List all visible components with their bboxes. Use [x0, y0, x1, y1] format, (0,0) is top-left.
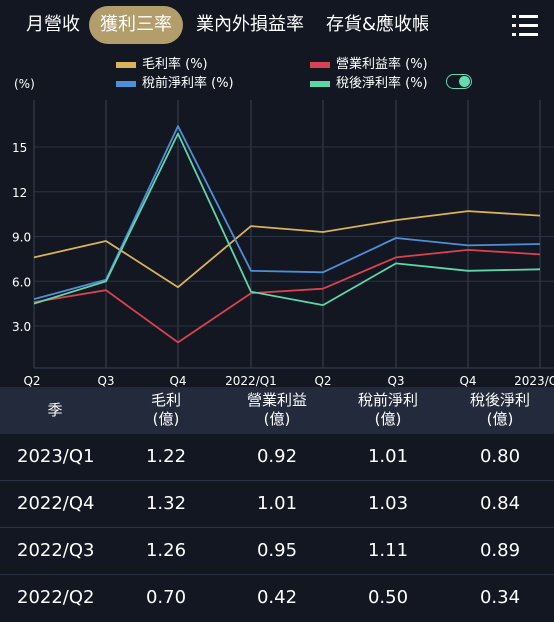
cell-gross: 1.22	[145, 446, 187, 467]
tab-profitability[interactable]: 獲利三率	[89, 6, 183, 44]
series-line	[33, 132, 541, 307]
cell-quarter: 2023/Q1	[17, 446, 95, 467]
x-tick-label: Q3	[97, 374, 114, 388]
cell-quarter: 2022/Q2	[17, 587, 95, 608]
header-pretax: 稅前淨利 (億)	[357, 391, 418, 428]
cell-net: 0.80	[479, 446, 521, 467]
legend-operating-margin[interactable]: 營業利益率 (%)	[310, 53, 428, 72]
cell-quarter: 2022/Q4	[17, 493, 95, 514]
header-operating: 營業利益 (億)	[246, 391, 307, 428]
x-tick-label: Q4	[459, 374, 476, 388]
tab-monthly-revenue[interactable]: 月營收	[26, 14, 80, 35]
cell-operating: 0.42	[256, 587, 298, 608]
tab-non-operating[interactable]: 業內外損益率	[196, 14, 304, 35]
tab-inventory[interactable]: 存貨&應收帳	[326, 14, 428, 35]
cell-pretax: 0.50	[367, 587, 409, 608]
table-row[interactable]: 2022/Q4 1.32 1.01 1.03 0.84	[0, 481, 554, 528]
table-row[interactable]: 2022/Q2 0.70 0.42 0.50 0.34	[0, 575, 554, 621]
cell-pretax: 1.01	[367, 446, 409, 467]
table-row[interactable]: 2023/Q1 1.22 0.92 1.01 0.80	[0, 434, 554, 481]
y-tick-label: 12	[12, 186, 27, 200]
table-header: 季 毛利 (億) 營業利益 (億) 稅前淨利 (億) 稅後淨利 (億)	[0, 387, 554, 434]
legend-gross-margin[interactable]: 毛利率 (%)	[116, 53, 208, 72]
y-tick-label: 3.0	[12, 320, 31, 334]
legend-swatch	[310, 80, 330, 87]
cell-pretax: 1.11	[367, 540, 409, 561]
cell-net: 0.89	[479, 540, 521, 561]
legend-label: 稅前淨利率 (%)	[142, 76, 234, 91]
series-line	[33, 125, 541, 300]
cell-gross: 0.70	[145, 587, 187, 608]
x-tick-label: 2023/Q1	[514, 374, 554, 388]
legend-label: 稅後淨利率 (%)	[336, 76, 428, 91]
y-tick-label: 6.0	[12, 275, 31, 289]
x-tick-label: Q4	[169, 374, 186, 388]
cell-pretax: 1.03	[367, 493, 409, 514]
y-tick-label: 9.0	[12, 231, 31, 245]
cell-quarter: 2022/Q3	[17, 540, 95, 561]
cell-gross: 1.26	[145, 540, 187, 561]
legend-pretax-margin[interactable]: 稅前淨利率 (%)	[116, 72, 234, 91]
x-tick-label: 2022/Q1	[225, 374, 277, 388]
legend-swatch	[310, 61, 330, 68]
legend-label: 營業利益率 (%)	[336, 57, 428, 72]
cell-net: 0.34	[479, 587, 521, 608]
legend-swatch	[116, 61, 136, 68]
cell-operating: 0.95	[256, 540, 298, 561]
cell-net: 0.84	[479, 493, 521, 514]
legend-label: 毛利率 (%)	[142, 57, 208, 72]
x-tick-label: Q2	[314, 374, 331, 388]
x-tick-label: Q3	[387, 374, 404, 388]
table-row[interactable]: 2022/Q3 1.26 0.95 1.11 0.89	[0, 528, 554, 575]
header-quarter: 季	[47, 401, 63, 419]
legend-swatch	[116, 80, 136, 87]
cell-operating: 1.01	[256, 493, 298, 514]
x-tick-label: Q2	[23, 374, 40, 388]
cell-operating: 0.92	[256, 446, 298, 467]
series-line	[33, 210, 541, 289]
header-gross: 毛利 (億)	[150, 391, 181, 428]
y-axis-label: (%)	[14, 77, 35, 91]
y-tick-label: 15	[12, 141, 27, 155]
cell-gross: 1.32	[145, 493, 187, 514]
toggle-knob	[459, 76, 470, 87]
series-line	[33, 248, 541, 344]
legend-net-margin[interactable]: 稅後淨利率 (%)	[310, 72, 428, 91]
tab-bar: 月營收 獲利三率 業內外損益率 存貨&應收帳	[0, 0, 554, 52]
header-net: 稅後淨利 (億)	[469, 391, 530, 428]
net-margin-toggle[interactable]	[446, 74, 472, 89]
menu-icon[interactable]	[510, 12, 540, 40]
